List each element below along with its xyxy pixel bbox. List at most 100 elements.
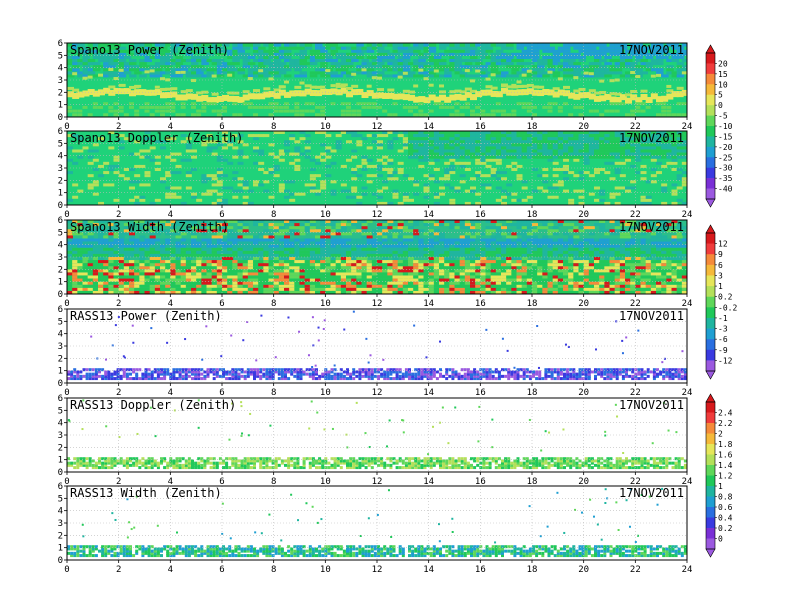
heat-cell [273, 232, 280, 236]
heat-cell [180, 290, 187, 294]
heat-cell [397, 201, 404, 205]
heat-cell [346, 105, 351, 109]
heat-cell [408, 131, 414, 134]
y-tick-label: 3 [58, 76, 63, 86]
x-tick-label: 22 [630, 122, 641, 132]
heat-cell [516, 287, 523, 291]
heat-cell [609, 59, 617, 63]
heat-cell [351, 52, 359, 56]
heat-cell [687, 74, 695, 77]
heat-cell [87, 263, 94, 267]
heat-cell [599, 95, 607, 102]
heat-cell [526, 52, 535, 56]
heat-cell [439, 232, 445, 236]
heat-cell [671, 192, 678, 196]
heat-cell [475, 149, 482, 153]
heat-cell [485, 266, 492, 270]
heat-cell [681, 43, 687, 47]
heat-cell [583, 152, 590, 156]
heat-cell [191, 250, 197, 254]
heat-cell [247, 105, 253, 109]
heat-cell [516, 238, 523, 242]
heat-cell [661, 134, 668, 138]
heat-cell [454, 155, 461, 159]
heat-cell [568, 223, 575, 227]
heat-cell [568, 198, 575, 202]
heat-cell [253, 46, 261, 50]
heat-cell [175, 247, 182, 251]
heat-cell [418, 281, 425, 285]
heat-cell [382, 257, 389, 260]
heat-cell [154, 168, 161, 171]
heat-cell [464, 201, 471, 205]
heat-cell [216, 65, 225, 69]
heat-cell [206, 241, 213, 245]
heat-cell [552, 49, 561, 53]
heat-cell [609, 49, 617, 53]
heat-cell [180, 281, 187, 285]
heat-cell [340, 244, 347, 248]
heat-cell [123, 168, 130, 171]
heat-cell [340, 278, 347, 282]
heat-cell [681, 149, 687, 153]
heat-cell [258, 46, 266, 50]
heat-cell [501, 109, 506, 113]
heat-cell [361, 186, 368, 190]
heat-cell [377, 278, 383, 282]
heat-cell [413, 269, 420, 273]
heat-cell [377, 49, 385, 53]
heat-cell [258, 223, 265, 227]
heat-cell [630, 137, 637, 141]
heat-cell [247, 290, 254, 294]
heat-cell [222, 71, 230, 75]
heat-cell [568, 235, 575, 239]
heat-cell [103, 266, 110, 270]
heat-cell [144, 109, 150, 113]
heat-cell [387, 113, 393, 117]
heat-cell [501, 238, 507, 242]
heat-cell [614, 171, 621, 175]
heat-cell [439, 74, 447, 78]
heat-cell [511, 83, 517, 87]
heat-cell [335, 278, 342, 282]
heat-cell [206, 192, 213, 196]
heat-cell [557, 109, 563, 113]
heat-cell [242, 266, 249, 270]
heat-cell [82, 278, 89, 282]
heat-cell [263, 269, 270, 273]
heat-cell [377, 226, 383, 230]
heat-cell [568, 65, 576, 69]
heat-cell [506, 52, 514, 56]
heat-cell [356, 174, 363, 178]
heat-cell [557, 263, 564, 267]
heat-cell [196, 95, 204, 102]
heat-cell [588, 72, 594, 76]
heat-cell [206, 278, 213, 282]
heat-cell [490, 263, 497, 267]
heat-cell [242, 155, 249, 159]
heat-cell [687, 150, 693, 153]
heat-cell [268, 195, 275, 199]
heat-cell [165, 284, 172, 288]
heat-cell [625, 74, 633, 78]
heat-cell [676, 65, 685, 69]
heat-cell [532, 49, 540, 53]
heat-cell [371, 174, 378, 178]
heat-cell [299, 81, 305, 85]
heat-cell [490, 155, 497, 159]
heat-cell [666, 149, 673, 153]
heat-cell [201, 192, 208, 196]
heat-cell [315, 284, 321, 288]
heat-cell [382, 43, 390, 47]
heat-cell [346, 266, 352, 270]
heat-cell [304, 241, 311, 245]
heat-cell [521, 152, 528, 156]
heat-cell [268, 102, 274, 106]
heat-cell [346, 257, 352, 260]
heat-cell [588, 287, 595, 291]
heat-cell [459, 257, 466, 260]
heat-cell [645, 152, 652, 156]
heat-cell [387, 161, 394, 165]
heat-cell [537, 46, 545, 50]
heat-cell [175, 43, 183, 47]
